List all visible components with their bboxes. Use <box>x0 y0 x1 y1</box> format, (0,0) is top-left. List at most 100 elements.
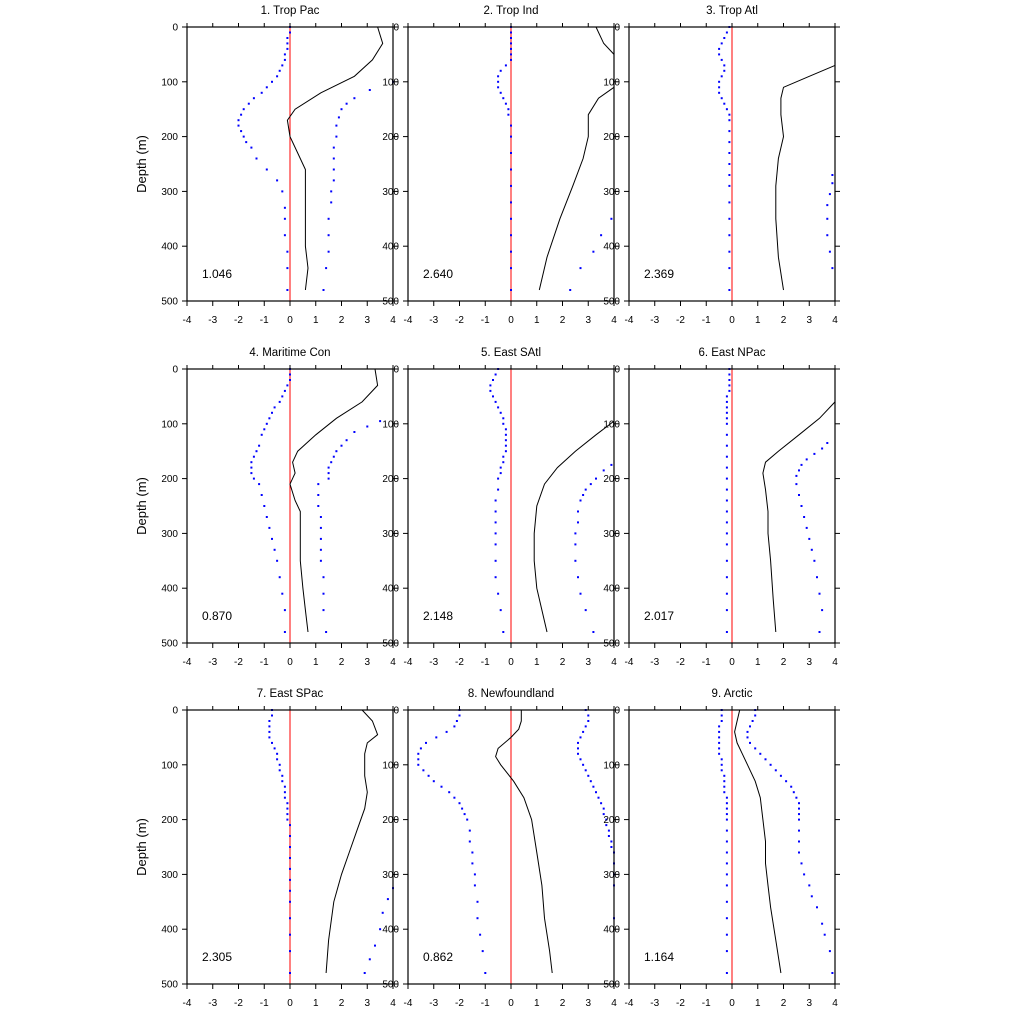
panel-1-series-3-dot-17 <box>327 250 330 253</box>
panel-8-series-2-dot-22 <box>468 829 471 832</box>
panel-3-xtick-label: -1 <box>702 315 711 326</box>
panel-8-xtick-label: -3 <box>429 998 438 1009</box>
panel-6-xtick-label: 0 <box>729 657 735 668</box>
panel-6-series-2-dot-16 <box>725 477 728 480</box>
panel-8-series-2-dot-18 <box>458 802 461 805</box>
panel-5-series-3-dot-13 <box>577 576 579 579</box>
panel-5-series-2-dot-12 <box>504 428 507 431</box>
panel-5-series-2-dot-32 <box>502 631 505 633</box>
panel-1-series-3-dot-13 <box>330 190 333 193</box>
panel-8-series-2-dot-23 <box>468 840 471 843</box>
panel-1-series-2-dot-32 <box>286 267 289 270</box>
panel-1: -4 -3 -2 -1 0 1 2 3 4 0 100 200 300 400 500 1. Trop Pac… <box>134 5 398 326</box>
panel-8-series-1-line <box>495 710 553 974</box>
panel-4-series-2-dot-28 <box>276 559 279 562</box>
panel-8-series-3-dot-7 <box>577 741 579 744</box>
panel-4-series-3-dot-20 <box>322 576 325 579</box>
panel-1-xtick-label: -1 <box>260 315 269 326</box>
panel-7-series-3-dot-5 <box>374 944 376 947</box>
panel-8-series-3-dot-13 <box>587 774 590 777</box>
panel-8-xtick-label: 1 <box>534 998 540 1009</box>
panel-9-series-2-dot-21 <box>725 818 728 821</box>
panel-9-series-2-dot-16 <box>723 791 726 794</box>
panel-1-xtick-label: 1 <box>313 315 319 326</box>
panel-4-series-2-dot-25 <box>268 526 271 529</box>
panel-9-xtick-label: 0 <box>729 998 735 1009</box>
panel-5-series-2-dot-4 <box>489 384 492 387</box>
panel-5-series-2-dot-5 <box>489 389 492 392</box>
panel-5-series-2-dot-16 <box>504 450 507 453</box>
panel-3-series-2-dot-27 <box>728 234 731 237</box>
panel-3-ytick-label: 300 <box>603 187 620 198</box>
panel-9-series-3-dot-24 <box>798 851 800 854</box>
panel-1-series-2-dot-7 <box>283 58 286 61</box>
panel-5-series-2-dot-20 <box>499 472 502 475</box>
panel-4-series-3-dot-7 <box>332 455 335 458</box>
panel-4-ytick-label: 200 <box>161 474 178 485</box>
panel-3-xtick-label: 1 <box>755 315 761 326</box>
panel-7-annotation: 2.305 <box>202 950 232 964</box>
panel-5: -4 -3 -2 -1 0 1 2 3 4 0 100 200 300 400 500 5. East SAt… <box>382 347 619 668</box>
panel-3-series-3-dot-5 <box>826 217 829 220</box>
panel-5-series-2-dot-14 <box>504 439 507 442</box>
panel-9-series-3-dot-7 <box>749 741 751 744</box>
panel-9-series-3-dot-3 <box>751 720 754 722</box>
panel-1-series-2-dot-18 <box>237 119 240 122</box>
panel-1-annotation: 1.046 <box>202 267 232 281</box>
panel-8-series-3-dot-23 <box>607 829 610 832</box>
panel-9-series-2-dot-27 <box>725 884 728 887</box>
panel-8-xtick-label: 3 <box>585 998 591 1009</box>
panel-6-series-3-dot-19 <box>818 631 821 633</box>
panel-5-series-3-dot-4 <box>589 483 592 486</box>
panel-1-series-2-dot-10 <box>276 75 279 78</box>
panel-4-title: 4. Maritime Con <box>249 347 330 359</box>
panel-7-series-2-dot-17 <box>283 796 286 799</box>
panel-3-series-2-dot-16 <box>725 108 728 111</box>
panel-9-series-3-dot-26 <box>803 873 806 876</box>
panel-9-series-2-dot-25 <box>725 862 728 865</box>
panel-4-series-3-dot-9 <box>327 466 330 469</box>
panel-4: -4 -3 -2 -1 0 1 2 3 4 0 100 200 300 400 500 4. Maritime… <box>134 347 398 668</box>
panel-7-xtick-label: 0 <box>287 998 293 1009</box>
panel-6-ytick-label: 0 <box>614 365 620 376</box>
panel-8-series-3-dot-12 <box>584 769 587 772</box>
panel-3-series-2-dot-12 <box>718 86 721 89</box>
panel-2-series-1-line <box>595 26 615 55</box>
panel-4-series-3-dot-21 <box>322 592 325 595</box>
panel-2-ytick-label: 100 <box>382 77 399 88</box>
panel-3-series-2-dot-6 <box>718 53 721 56</box>
panel-7-ytick-label: 100 <box>161 760 178 771</box>
panel-3-series-2-dot-26 <box>728 217 731 220</box>
panel-9-series-3-dot-10 <box>764 758 767 761</box>
panel-3-series-2-dot-19 <box>728 130 731 133</box>
panel-9-series-3-dot-9 <box>759 752 762 755</box>
panel-9-series-2-dot-22 <box>725 829 728 832</box>
panel-8-series-2-dot-26 <box>473 873 476 876</box>
panel-8-ytick-label: 500 <box>382 980 399 991</box>
panel-8-series-3-dot-19 <box>602 807 605 810</box>
panel-4-series-2-dot-18 <box>250 466 253 469</box>
panel-2-series-4-dot-4 <box>579 267 582 270</box>
panel-3-series-2-dot-9 <box>723 69 726 72</box>
panel-4-ylabel: Depth (m) <box>134 477 149 535</box>
panel-1-series-2-dot-20 <box>240 130 243 133</box>
panel-9-xtick-label: 3 <box>806 998 812 1009</box>
panel-4-series-2-dot-11 <box>265 422 268 425</box>
panel-2-series-3-dot-16 <box>507 108 510 111</box>
panel-7-series-2-dot-8 <box>273 747 276 750</box>
panel-8-ytick-label: 300 <box>382 870 399 881</box>
panel-3-series-3-dot-7 <box>828 250 831 253</box>
panel-6-series-2-dot-18 <box>725 499 728 502</box>
panel-9-series-3-dot-17 <box>795 796 798 799</box>
panel-8-series-3-dot-3 <box>587 720 590 722</box>
panel-3-series-2-dot-14 <box>720 97 723 100</box>
panel-6: -4 -3 -2 -1 0 1 2 3 4 0 100 200 300 400 500 6. East NPa… <box>603 347 840 668</box>
panel-7-series-2-dot-5 <box>268 730 271 733</box>
panel-5-series-2-dot-27 <box>494 543 497 546</box>
panel-8-series-2-dot-3 <box>455 720 458 722</box>
panel-6-series-2-dot-19 <box>725 510 728 513</box>
panel-3-series-3-dot-6 <box>826 234 829 237</box>
panel-9-series-3-dot-16 <box>792 791 795 794</box>
panel-4-series-2-dot-13 <box>260 433 263 436</box>
panel-7-series-2-dot-10 <box>276 758 279 761</box>
